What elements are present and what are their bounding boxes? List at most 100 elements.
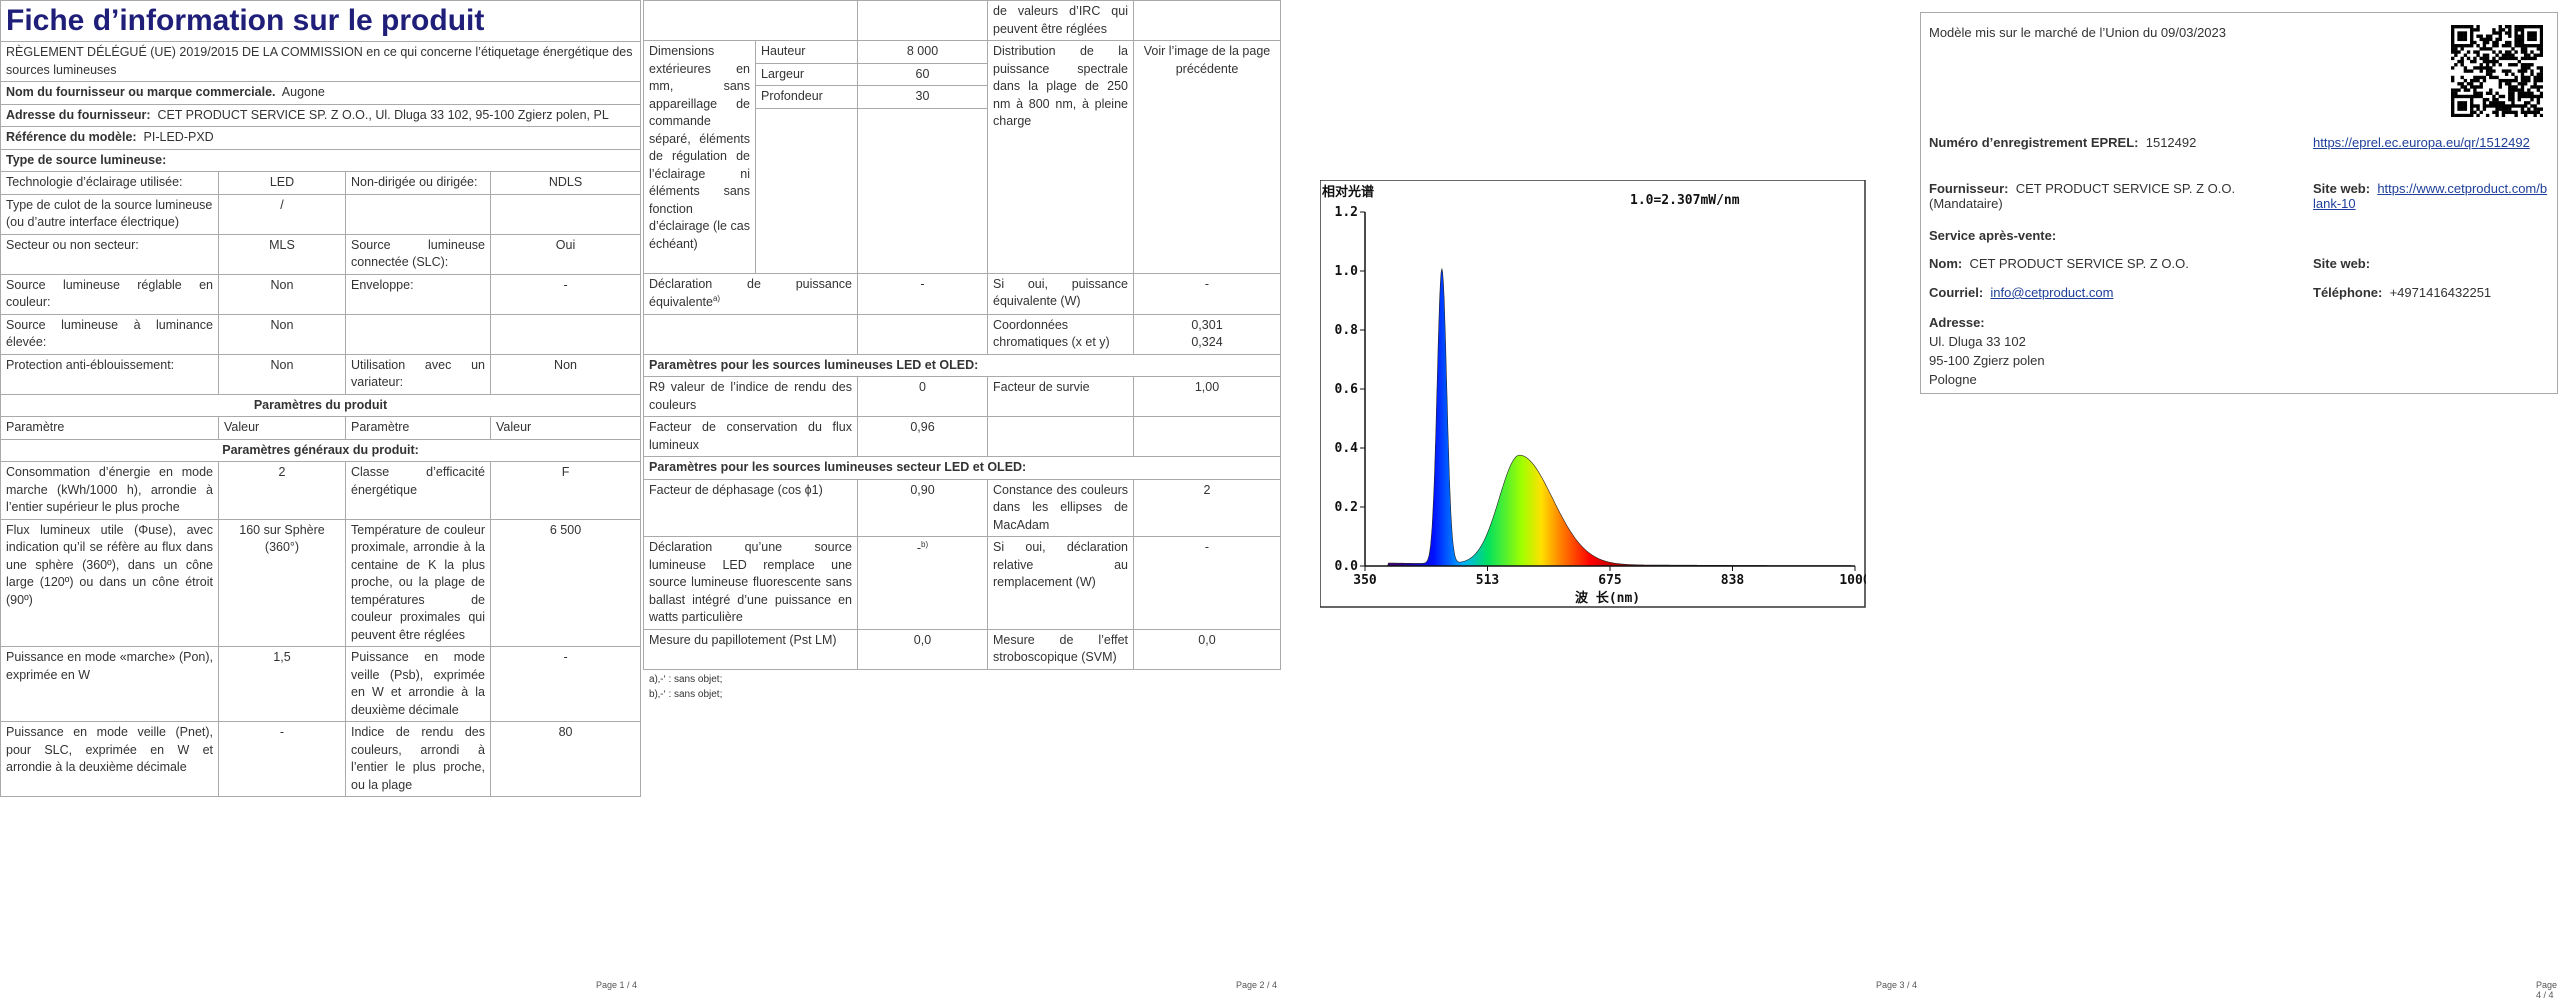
qr-module: [2511, 110, 2515, 115]
qr-module: [2460, 82, 2464, 86]
table-cell: -b): [857, 536, 988, 630]
qr-module: [2466, 25, 2471, 29]
text: Numéro d’enregistrement EPREL:: [1929, 135, 2139, 150]
qr-module: [2476, 75, 2480, 80]
footnote: a)‚-‘ : sans objet;: [649, 673, 723, 685]
page-2: de valeurs d’IRC qui peuvent être réglée…: [643, 0, 1283, 970]
qr-module: [2527, 75, 2531, 80]
qr-module: [2511, 97, 2515, 102]
qr-module: [2514, 88, 2518, 92]
qr-module: [2517, 37, 2521, 42]
table-cell: F: [489, 461, 641, 520]
qr-module: [2536, 101, 2541, 105]
table-cell: Profondeur: [755, 85, 858, 109]
qr-module: [2501, 78, 2506, 83]
qr-module: [2463, 69, 2468, 73]
qr-module: [2454, 47, 2458, 51]
qr-module: [2501, 53, 2506, 57]
qr-module: [2511, 53, 2515, 57]
qr-module: [2498, 85, 2502, 89]
qr-module: [2451, 47, 2455, 51]
qr-module: [2479, 63, 2483, 67]
table-cell: 80: [489, 721, 641, 797]
qr-module: [2501, 44, 2506, 48]
qr-module: [2504, 53, 2509, 57]
qr-module: [2492, 110, 2496, 115]
qr-module: [2514, 37, 2518, 42]
qr-module: [2527, 31, 2531, 35]
qr-module: [2479, 66, 2483, 70]
qr-module: [2501, 56, 2506, 61]
table-cell: Si oui, puissance équivalente (W): [987, 272, 1134, 315]
qr-module: [2485, 63, 2490, 67]
qr-module: [2523, 50, 2528, 54]
qr-module: [2476, 94, 2480, 99]
qr-module: [2508, 53, 2512, 57]
table-cell: Si oui, déclaration relative au remplace…: [987, 536, 1134, 630]
y-tick-label: 0.0: [1335, 559, 1359, 574]
qr-module: [2482, 66, 2487, 70]
table-row: Nom du fournisseur ou marque commerciale…: [0, 81, 641, 105]
table-cell: Source lumineuse réglable en couleur:: [0, 273, 219, 315]
qr-module: [2492, 94, 2496, 99]
qr-module: [2520, 78, 2525, 83]
qr-module: [2466, 82, 2471, 86]
text: Téléphone:: [2313, 285, 2383, 300]
qr-module: [2492, 44, 2496, 48]
qr-module: [2533, 85, 2537, 89]
qr-module: [2517, 97, 2521, 102]
table-row: Puissance en mode veille (Pnet), pour SL…: [0, 721, 641, 797]
qr-module: [2533, 78, 2537, 83]
text: Pologne: [1929, 372, 1977, 387]
qr-module: [2460, 107, 2464, 111]
qr-module: [2530, 56, 2534, 61]
qr-module: [2511, 56, 2515, 61]
qr-module: [2482, 59, 2487, 64]
qr-module: [2539, 94, 2543, 99]
qr-module: [2498, 28, 2502, 32]
eprel-link[interactable]: https://eprel.ec.europa.eu/qr/1512492: [2313, 135, 2530, 150]
qr-module: [2457, 31, 2461, 35]
qr-module: [2504, 78, 2509, 83]
table-cell: 0: [857, 376, 988, 418]
text: Adresse:: [1929, 315, 1985, 330]
email-link[interactable]: info@cetproduct.com: [1990, 285, 2114, 300]
table-cell: Non: [218, 273, 346, 315]
y-axis-title: 相对光谱: [1322, 184, 1374, 200]
qr-module: [2473, 91, 2477, 95]
qr-module: [2523, 69, 2528, 73]
qr-module: [2517, 25, 2521, 29]
text: 0,324: [1191, 335, 1223, 350]
table-cell: Source lumineuse à luminance élevée:: [0, 313, 219, 355]
superscript: b): [921, 540, 929, 550]
qr-module: [2463, 107, 2468, 111]
qr-module: [2520, 91, 2525, 95]
qr-module: [2457, 101, 2461, 105]
qr-module: [2504, 82, 2509, 86]
table-cell: Enveloppe:: [345, 273, 491, 315]
qr-module: [2463, 104, 2468, 108]
qr-module: [2457, 50, 2461, 54]
qr-module: [2508, 34, 2512, 38]
website-link[interactable]: https://www.cetproduct.com/blank-10: [2313, 181, 2548, 211]
qr-module: [2508, 107, 2512, 111]
qr-module: [2536, 25, 2541, 29]
qr-module: [2523, 63, 2528, 67]
qr-module: [2536, 47, 2541, 51]
qr-module: [2457, 59, 2461, 64]
qr-module: [2498, 34, 2502, 38]
qr-module: [2466, 44, 2471, 48]
qr-module: [2495, 44, 2499, 48]
table-cell: 0,90: [857, 478, 988, 538]
table-cell: Oui: [489, 233, 641, 275]
table-cell: Hauteur: [755, 40, 858, 64]
qr-module: [2511, 104, 2515, 108]
qr-module: [2495, 37, 2499, 42]
qr-module: [2514, 63, 2518, 67]
qr-module: [2489, 59, 2493, 64]
table-cell: LED: [218, 171, 346, 195]
qr-module: [2508, 82, 2512, 86]
table-row: Flux lumineux utile (Φuse), avec indicat…: [0, 518, 641, 647]
qr-module: [2539, 28, 2543, 32]
table-cell: Puissance en mode veille (Psb), exprimée…: [345, 646, 491, 722]
